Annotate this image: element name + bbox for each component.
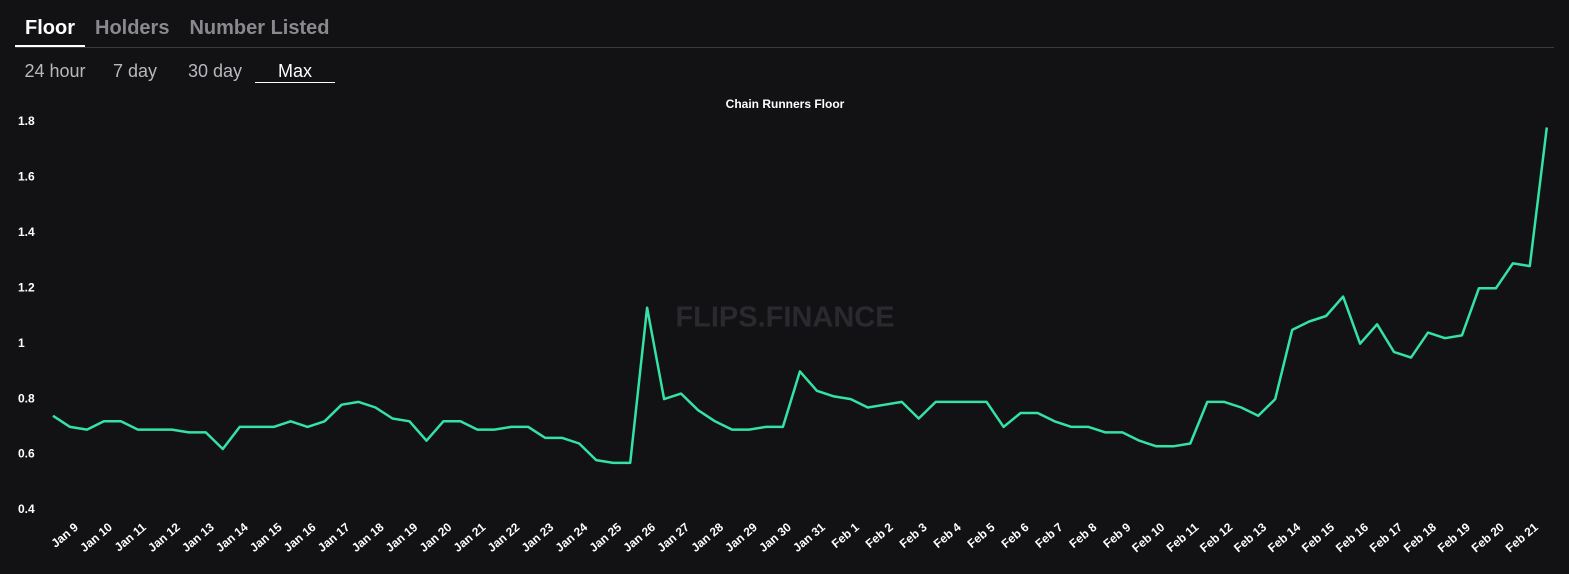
x-tick-label: Jan 19	[383, 520, 421, 555]
x-tick-label: Jan 13	[179, 520, 217, 555]
range-selector: 24 hour 7 day 30 day Max	[15, 58, 335, 83]
x-tick-label: Jan 25	[587, 520, 625, 555]
x-tick-label: Feb 16	[1333, 520, 1371, 555]
y-tick-label: 0.4	[18, 502, 35, 516]
x-tick-label: Jan 21	[451, 520, 489, 555]
y-tick-label: 0.8	[18, 391, 35, 405]
x-tick-label: Feb 2	[863, 520, 896, 551]
x-tick-label: Jan 16	[281, 520, 319, 555]
price-line	[52, 127, 1549, 465]
x-tick-label: Feb 15	[1299, 520, 1337, 555]
chart-title: Chain Runners Floor	[726, 97, 845, 111]
x-tick-label: Feb 13	[1231, 520, 1269, 555]
x-tick-label: Feb 1	[829, 520, 862, 551]
x-tick-label: Feb 4	[931, 520, 964, 551]
tab-bar: Floor Holders Number Listed	[15, 14, 340, 47]
x-tick-label: Jan 10	[77, 520, 115, 555]
x-tick-label: Feb 14	[1265, 520, 1303, 555]
x-tick-label: Jan 23	[519, 520, 557, 555]
x-tick-label: Feb 18	[1401, 520, 1439, 555]
x-tick-label: Jan 11	[112, 520, 149, 555]
x-tick-label: Jan 12	[145, 520, 183, 555]
y-tick-label: 1.6	[18, 170, 35, 184]
x-tick-label: Jan 14	[213, 520, 251, 555]
x-tick-label: Feb 7	[1032, 520, 1065, 551]
x-tick-label: Jan 26	[620, 520, 658, 555]
x-tick-label: Jan 24	[553, 520, 591, 555]
x-tick-label: Feb 8	[1066, 520, 1099, 551]
x-tick-label: Jan 27	[654, 520, 692, 555]
x-tick-label: Feb 21	[1503, 520, 1541, 555]
x-tick-label: Feb 5	[965, 520, 998, 551]
y-tick-label: 1.4	[18, 225, 35, 239]
divider	[15, 47, 1554, 48]
x-tick-label: Feb 19	[1435, 520, 1473, 555]
range-button[interactable]: 7 day	[112, 61, 158, 81]
y-tick-label: 1.2	[18, 280, 35, 294]
x-tick-label: Feb 3	[897, 520, 930, 551]
y-tick-label: 1	[18, 336, 25, 350]
x-tick-label: Jan 22	[485, 520, 523, 555]
watermark: FLIPS.FINANCE	[675, 302, 894, 334]
x-tick-label: Feb 12	[1197, 520, 1235, 555]
x-tick-label: Feb 9	[1100, 520, 1133, 551]
range-button[interactable]: 30 day	[187, 61, 243, 81]
range-button[interactable]: Max	[255, 58, 335, 83]
x-tick-label: Jan 15	[247, 520, 285, 555]
x-tick-label: Feb 11	[1164, 520, 1202, 555]
x-tick-label: Jan 18	[349, 520, 387, 555]
tab[interactable]: Floor	[15, 14, 85, 47]
x-tick-label: Jan 9	[48, 520, 81, 551]
x-tick-label: Jan 30	[756, 520, 794, 555]
x-tick-label: Feb 10	[1129, 520, 1167, 555]
tab[interactable]: Holders	[95, 17, 170, 39]
x-tick-label: Jan 31	[790, 520, 828, 555]
x-tick-label: Feb 20	[1469, 520, 1507, 555]
range-button[interactable]: 24 hour	[24, 61, 86, 81]
tab[interactable]: Number Listed	[189, 17, 330, 39]
x-tick-label: Jan 29	[722, 520, 760, 555]
x-tick-label: Feb 17	[1367, 520, 1405, 555]
x-tick-label: Jan 20	[417, 520, 455, 555]
x-tick-label: Jan 17	[315, 520, 353, 555]
y-tick-label: 1.8	[18, 114, 35, 128]
x-tick-label: Feb 6	[999, 520, 1032, 551]
x-tick-label: Jan 28	[688, 520, 726, 555]
y-tick-label: 0.6	[18, 447, 35, 461]
